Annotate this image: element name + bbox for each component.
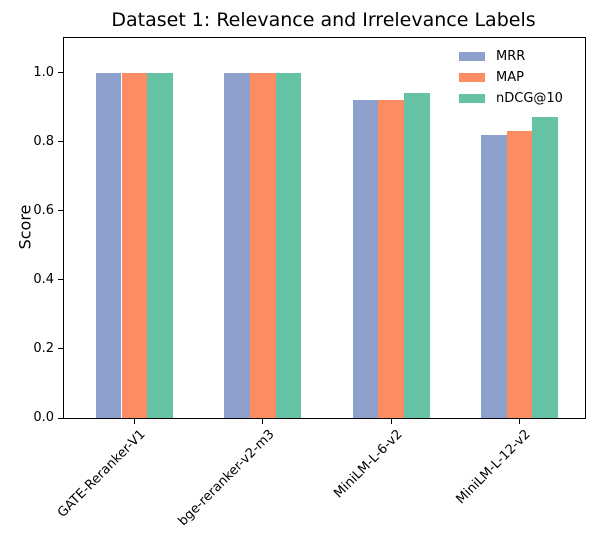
x-tick-label: GATE-Reranker-V1 [55,427,149,521]
legend-swatch-ndcg-10 [459,94,485,103]
chart-title: Dataset 1: Relevance and Irrelevance Lab… [111,9,536,31]
x-tick-mark [262,418,264,424]
x-tick-mark [390,418,392,424]
x-tick-mark [518,418,520,424]
bar-ndcg-10 [532,117,558,418]
x-tick-mark [133,418,135,424]
legend-swatch-mrr [459,52,485,61]
bar-ndcg-10 [275,72,302,418]
bar-map [506,131,533,418]
bar-mrr [95,72,122,418]
legend-label: nDCG@10 [496,91,563,106]
legend-label: MRR [496,49,526,64]
plot-area: MRR MAP nDCG@10 0.0 0.2 0.4 0.6 0.8 1.0 GATE-Rer… [33,37,586,529]
bar-ndcg-10 [403,93,430,418]
y-tick-label: 0.6 [33,202,54,218]
legend-row: MRR [459,46,563,67]
bar-mrr [224,72,250,418]
bar-map [121,72,148,418]
bar-map [249,72,276,418]
y-tick-mark [58,141,64,143]
x-tick-label: MiniLM-L-6-v2 [331,427,406,502]
y-tick-mark [58,210,64,212]
y-tick-mark [58,279,64,281]
y-tick-label: 1.0 [33,64,54,80]
y-tick-mark [58,417,64,419]
bar-mrr [352,100,379,418]
y-tick-label: 0.8 [33,133,54,149]
y-tick-label: 0.2 [33,340,54,356]
y-tick-mark [58,348,64,350]
y-tick-mark [58,72,64,74]
x-tick-label: MiniLM-L-12-v2 [453,427,534,508]
legend-label: MAP [496,70,524,85]
bar-map [378,100,404,418]
bar-ndcg-10 [147,72,173,418]
legend-row: MAP [459,67,563,88]
bar-mrr [480,134,507,418]
y-tick-label: 0.0 [33,410,54,425]
y-tick-label: 0.4 [33,271,54,287]
legend-row: nDCG@10 [459,88,563,109]
legend-swatch-map [459,73,485,82]
legend: MRR MAP nDCG@10 [459,46,563,109]
x-tick-label: bge-reranker-v2-m3 [175,427,278,530]
